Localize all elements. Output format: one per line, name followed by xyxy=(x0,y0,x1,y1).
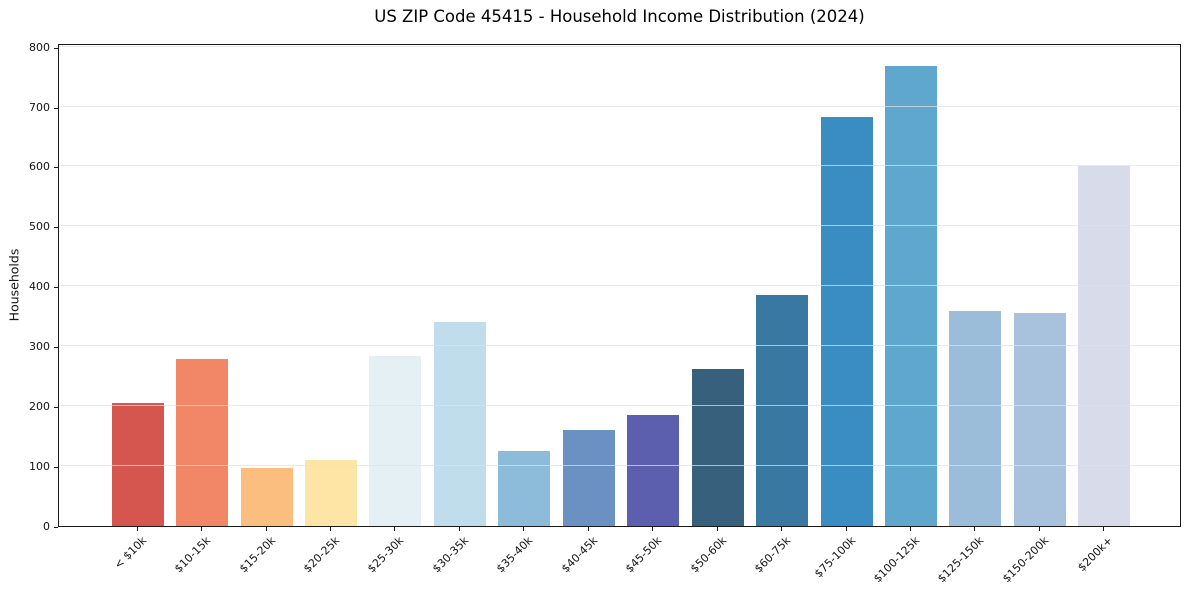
plot-area xyxy=(58,44,1181,527)
x-tick-label-$40-45k: $40-45k xyxy=(558,534,600,576)
y-tick-label-0: 0 xyxy=(43,520,50,533)
y-tick-mark xyxy=(54,167,58,169)
x-tick-mark xyxy=(458,527,460,531)
y-tick-label-600: 600 xyxy=(29,160,50,174)
x-tick-label-$35-40k: $35-40k xyxy=(494,534,536,576)
gridline-800 xyxy=(59,45,1180,47)
y-tick-mark xyxy=(54,107,58,109)
x-tick-mark xyxy=(265,527,267,531)
x-tick-label-$60-75k: $60-75k xyxy=(752,534,794,576)
x-tick-mark xyxy=(652,527,654,531)
x-tick-label-$10-15k: $10-15k xyxy=(172,534,214,576)
x-tick-label-$45-50k: $45-50k xyxy=(623,534,665,576)
x-tick-mark xyxy=(136,527,138,531)
x-tick-mark xyxy=(781,527,783,531)
y-tick-mark xyxy=(54,407,58,409)
bar-$30-35k xyxy=(433,322,486,526)
bar-$125-150k xyxy=(949,311,1002,526)
x-tick-label-$15-20k: $15-20k xyxy=(236,534,278,576)
gridline-200 xyxy=(59,405,1180,407)
x-tick-label-$125-150k: $125-150k xyxy=(935,534,987,586)
x-tick-label-$30-35k: $30-35k xyxy=(429,534,472,576)
y-tick-label-300: 300 xyxy=(29,340,50,354)
x-tick-mark xyxy=(394,527,396,531)
x-tick-mark xyxy=(1103,527,1105,531)
bar-$50-60k xyxy=(691,369,744,526)
bar-$75-100k xyxy=(820,116,873,526)
x-tick-mark xyxy=(845,527,847,531)
x-tick-mark xyxy=(1038,527,1040,531)
x-tick-mark xyxy=(909,527,911,531)
x-tick-label-$20-25k: $20-25k xyxy=(300,534,343,576)
bar-$25-30k xyxy=(369,356,422,526)
y-tick-mark xyxy=(54,347,58,349)
bar-$60-75k xyxy=(756,295,809,526)
y-tick-label-800: 800 xyxy=(29,40,50,54)
bar-$150-200k xyxy=(1013,313,1066,526)
y-tick-label-400: 400 xyxy=(29,280,50,294)
x-tick-label-< $10k: < $10k xyxy=(111,534,149,572)
gridline-600 xyxy=(59,165,1180,167)
x-tick-label-$50-60k: $50-60k xyxy=(687,534,729,576)
y-tick-mark xyxy=(54,467,58,469)
y-tick-label-100: 100 xyxy=(29,460,50,474)
x-tick-mark xyxy=(201,527,203,531)
x-tick-label-$200k+: $200k+ xyxy=(1075,534,1116,575)
bar-$15-20k xyxy=(240,468,293,526)
bar-< $10k xyxy=(111,403,164,526)
y-tick-mark xyxy=(54,47,58,49)
gridline-100 xyxy=(59,465,1180,467)
y-tick-label-700: 700 xyxy=(29,100,50,114)
x-tick-label-$150-200k: $150-200k xyxy=(999,534,1052,586)
x-tick-mark xyxy=(330,527,332,531)
bar-$10-15k xyxy=(176,359,229,526)
x-tick-mark xyxy=(523,527,525,531)
bar-$45-50k xyxy=(627,414,680,526)
x-tick-label-$100-125k: $100-125k xyxy=(871,534,923,586)
x-tick-label-$25-30k: $25-30k xyxy=(365,534,407,576)
bar-$40-45k xyxy=(562,429,615,526)
x-tick-mark xyxy=(587,527,589,531)
x-tick-mark xyxy=(974,527,976,531)
gridline-700 xyxy=(59,105,1180,107)
gridline-400 xyxy=(59,285,1180,287)
x-tick-mark xyxy=(716,527,718,531)
y-tick-mark xyxy=(54,227,58,229)
bar-$100-125k xyxy=(884,65,937,526)
gridline-500 xyxy=(59,225,1180,227)
gridline-300 xyxy=(59,345,1180,347)
y-tick-mark xyxy=(54,287,58,289)
bar-$20-25k xyxy=(305,460,358,526)
bar-$35-40k xyxy=(498,450,551,526)
x-tick-label-$75-100k: $75-100k xyxy=(811,534,858,581)
chart-title: US ZIP Code 45415 - Household Income Dis… xyxy=(374,7,865,26)
y-tick-label-500: 500 xyxy=(29,220,50,234)
y-tick-mark xyxy=(54,527,58,528)
y-tick-label-200: 200 xyxy=(29,400,50,414)
